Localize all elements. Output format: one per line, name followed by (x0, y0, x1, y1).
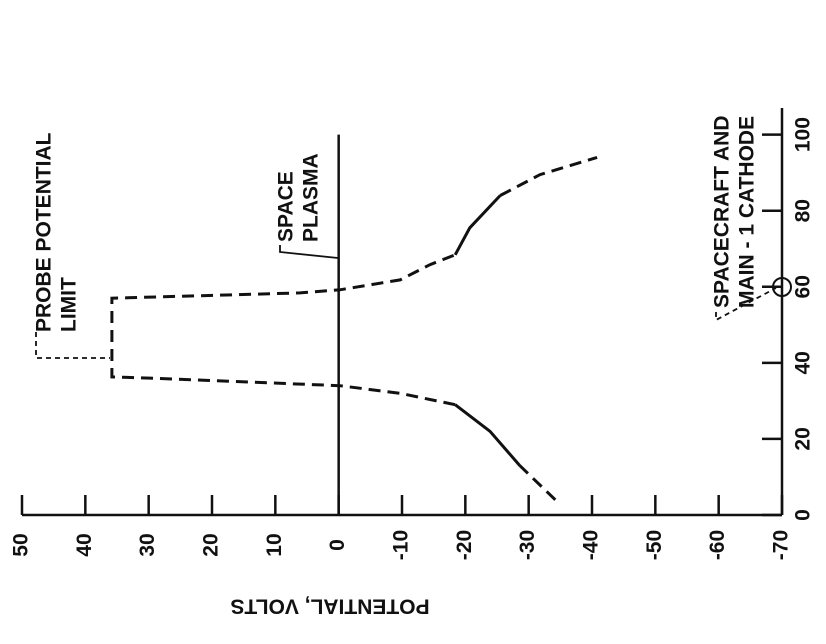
y-tick-label: -60 (706, 530, 729, 560)
annotation: PROBE POTENTIAL (33, 132, 56, 332)
x-tick-label: 20 (792, 427, 815, 450)
y-tick-label: 20 (200, 533, 223, 556)
series-line (453, 194, 521, 467)
annotation: PLASMA (300, 153, 323, 242)
x-tick-label: 60 (792, 275, 815, 298)
annotation: SPACE (275, 171, 298, 242)
leader (715, 287, 777, 322)
y-tick-label: -50 (643, 530, 666, 560)
y-tick-label: 30 (136, 533, 159, 556)
leader (279, 245, 339, 259)
x-tick-label: 100 (792, 117, 815, 152)
y-tick-label: 50 (10, 533, 33, 556)
x-tick-label: 0 (792, 509, 815, 521)
y-tick-label: -40 (580, 530, 603, 560)
leader (35, 332, 110, 359)
y-tick-label: -10 (390, 530, 413, 560)
y-tick-label: -20 (453, 530, 476, 560)
annotation: SPACECRAFT AND (711, 116, 734, 309)
y-tick-label: 10 (263, 533, 286, 556)
annotation: LIMIT (58, 277, 81, 332)
y-tick-label: 40 (73, 533, 96, 556)
y-tick-label: -70 (770, 530, 793, 560)
annotation: MAIN - 1 CATHODE (736, 116, 759, 308)
axis-label: POTENTIAL, VOLTS (230, 594, 429, 617)
series-line (110, 155, 598, 501)
x-tick-label: 40 (792, 351, 815, 374)
y-tick-label: 0 (326, 539, 349, 551)
y-tick-label: -30 (516, 530, 539, 560)
x-tick-label: 80 (792, 199, 815, 222)
